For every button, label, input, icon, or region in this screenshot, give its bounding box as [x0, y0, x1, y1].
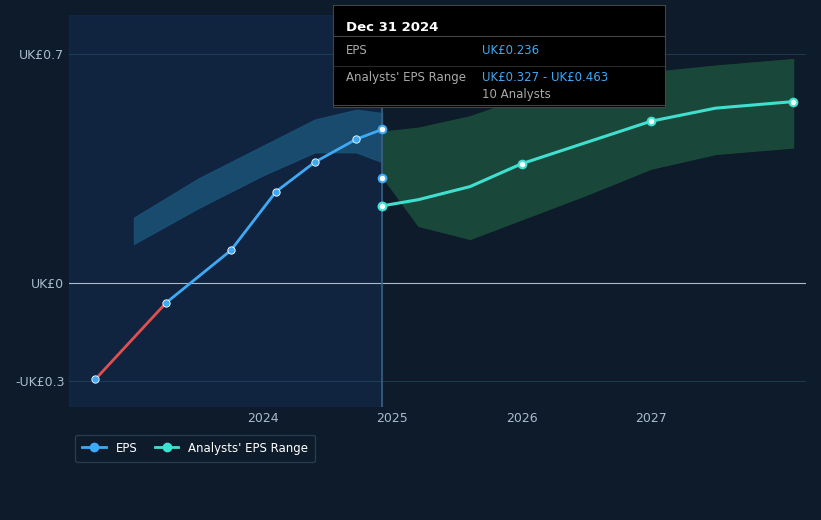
Text: Dec 31 2024: Dec 31 2024 — [346, 21, 438, 34]
Point — [160, 298, 173, 307]
Text: Analysts Forecasts: Analysts Forecasts — [388, 71, 498, 84]
Point — [224, 246, 237, 254]
Text: UK£0.236: UK£0.236 — [482, 44, 539, 57]
Text: Analysts' EPS Range: Analysts' EPS Range — [346, 71, 466, 84]
Point — [89, 375, 102, 384]
Point — [787, 97, 800, 106]
Text: UK£0.327 - UK£0.463: UK£0.327 - UK£0.463 — [482, 71, 608, 84]
Point — [350, 135, 363, 144]
Text: EPS: EPS — [346, 44, 368, 57]
Point — [269, 187, 282, 196]
Point — [309, 158, 322, 166]
Bar — [69, 15, 382, 407]
Point — [515, 160, 528, 168]
Point — [375, 202, 388, 210]
Legend: EPS, Analysts' EPS Range: EPS, Analysts' EPS Range — [76, 435, 315, 462]
Point — [644, 117, 658, 125]
Point — [375, 125, 388, 134]
Point — [375, 202, 388, 210]
Text: Actual: Actual — [338, 71, 376, 84]
Text: 10 Analysts: 10 Analysts — [482, 88, 551, 101]
Point — [375, 174, 388, 183]
